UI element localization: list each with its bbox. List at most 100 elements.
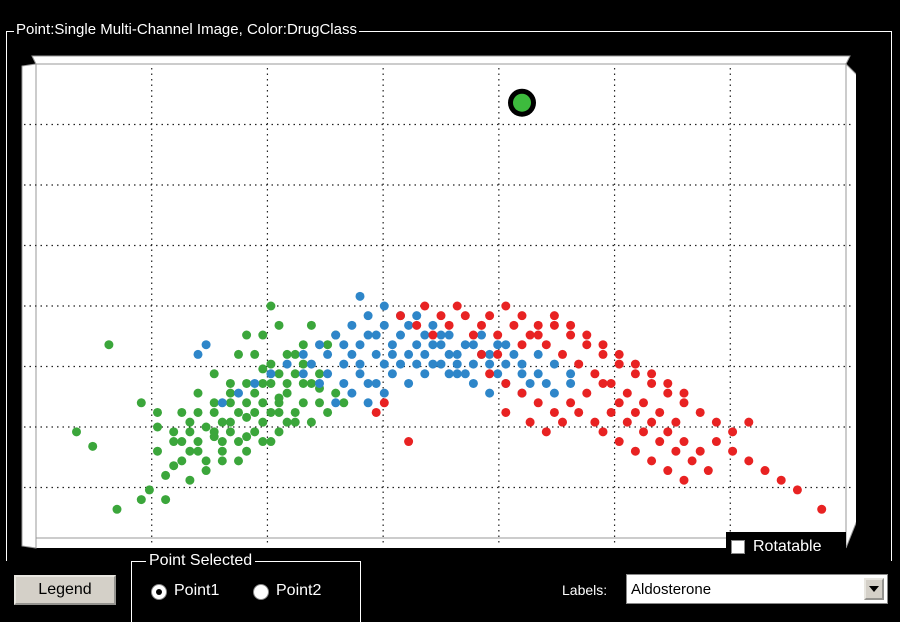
scatter-point-red bbox=[760, 466, 770, 476]
scatter-point-red bbox=[590, 417, 600, 427]
scatter-point-blue bbox=[363, 398, 373, 408]
scatter-point-blue bbox=[355, 359, 365, 369]
scatter-point-green bbox=[112, 504, 122, 514]
scatter-point-blue bbox=[404, 349, 414, 359]
scatter-point-blue bbox=[306, 359, 316, 369]
scatter-point-green bbox=[209, 369, 219, 379]
scatter-point-blue bbox=[339, 378, 349, 388]
scatter-point-green bbox=[209, 427, 219, 437]
scatter-point-red bbox=[614, 349, 624, 359]
scatter-point-green bbox=[225, 427, 235, 437]
scatter-point-red bbox=[598, 378, 608, 388]
scatter-point-blue bbox=[436, 330, 446, 340]
scatter-point-green bbox=[169, 437, 179, 447]
scatter-point-red bbox=[614, 437, 624, 447]
selected-point bbox=[513, 93, 531, 112]
scatter-point-green bbox=[242, 378, 252, 388]
scatter-point-green bbox=[185, 427, 195, 437]
rotatable-checkbox[interactable] bbox=[731, 540, 745, 554]
scatter-point-green bbox=[266, 359, 276, 369]
plot-right-face bbox=[845, 62, 856, 549]
scatter-point-blue bbox=[444, 349, 454, 359]
scatter-point-blue bbox=[468, 378, 478, 388]
scatter-point-red bbox=[541, 427, 551, 437]
scatter-point-blue bbox=[234, 388, 243, 398]
scatter-point-green bbox=[290, 369, 300, 379]
scatter-point-green bbox=[274, 407, 284, 417]
scatter-point-green bbox=[306, 378, 316, 388]
scatter-point-green bbox=[104, 340, 114, 350]
scatter-point-red bbox=[655, 437, 665, 447]
scatter-point-blue bbox=[566, 369, 576, 379]
scatter-point-red bbox=[630, 359, 640, 369]
point2-label[interactable]: Point2 bbox=[276, 582, 322, 599]
scatter-point-red bbox=[468, 330, 478, 340]
scatter-point-blue bbox=[549, 388, 559, 398]
scatter-point-green bbox=[258, 417, 268, 427]
scatter-point-green bbox=[234, 456, 243, 466]
scatter-point-green bbox=[298, 378, 308, 388]
scatter-point-red bbox=[396, 311, 405, 321]
scatter-point-red bbox=[404, 437, 414, 447]
scatter-point-red bbox=[485, 311, 495, 321]
scatter-point-blue bbox=[363, 311, 373, 321]
scatter-point-red bbox=[630, 407, 640, 417]
scatter-point-red bbox=[614, 359, 624, 369]
scatter-point-red bbox=[420, 301, 430, 311]
scatter-point-green bbox=[298, 359, 308, 369]
scatter-point-blue bbox=[298, 349, 308, 359]
scatter-point-red bbox=[428, 330, 438, 340]
scatter-point-blue bbox=[371, 349, 381, 359]
scatter-point-red bbox=[776, 475, 786, 485]
scatter-point-red bbox=[493, 349, 503, 359]
scatter-point-blue bbox=[412, 311, 422, 321]
scatter-point-blue bbox=[460, 340, 470, 350]
scatter-point-red bbox=[728, 427, 738, 437]
scatter-point-blue bbox=[355, 291, 365, 301]
legend-button[interactable]: Legend bbox=[14, 575, 116, 605]
scatter-point-blue bbox=[460, 369, 470, 379]
scatter-point-blue bbox=[420, 330, 430, 340]
scatter-point-red bbox=[679, 437, 689, 447]
scatter-point-red bbox=[549, 320, 559, 330]
scatter-point-blue bbox=[485, 388, 495, 398]
scatter-point-red bbox=[501, 301, 511, 311]
scatter-point-green bbox=[136, 398, 146, 408]
scatter-point-red bbox=[452, 301, 462, 311]
scatter-point-blue bbox=[452, 359, 462, 369]
scatter-point-green bbox=[323, 407, 333, 417]
scatter-point-blue bbox=[387, 369, 397, 379]
scatter-point-blue bbox=[533, 349, 543, 359]
panel-title: Point:Single Multi-Channel Image, Color:… bbox=[14, 20, 359, 40]
scatter-point-blue bbox=[193, 349, 203, 359]
point1-radio[interactable] bbox=[151, 584, 167, 600]
scatter-point-green bbox=[298, 398, 308, 408]
scatter-point-red bbox=[663, 427, 673, 437]
scatter-plot-3d[interactable] bbox=[16, 44, 856, 564]
scatter-point-green bbox=[185, 417, 195, 427]
scatter-point-green bbox=[225, 417, 235, 427]
labels-select[interactable]: Aldosterone bbox=[626, 574, 888, 604]
scatter-point-blue bbox=[412, 340, 422, 350]
scatter-point-blue bbox=[436, 340, 446, 350]
scatter-point-red bbox=[679, 475, 689, 485]
scatter-point-green bbox=[217, 417, 227, 427]
scatter-point-green bbox=[209, 398, 219, 408]
scatter-point-red bbox=[792, 485, 802, 495]
point-selected-title: Point Selected bbox=[146, 551, 256, 571]
dropdown-arrow-icon[interactable] bbox=[864, 578, 884, 600]
scatter-point-green bbox=[258, 364, 268, 374]
scatter-point-blue bbox=[525, 378, 535, 388]
scatter-point-blue bbox=[485, 359, 495, 369]
scatter-point-blue bbox=[428, 359, 438, 369]
scatter-point-red bbox=[679, 388, 689, 398]
scatter-point-red bbox=[525, 417, 535, 427]
scatter-point-red bbox=[477, 349, 486, 359]
point1-label[interactable]: Point1 bbox=[174, 582, 220, 599]
scatter-point-green bbox=[250, 388, 260, 398]
scatter-point-blue bbox=[501, 340, 511, 350]
point2-radio[interactable] bbox=[253, 584, 269, 600]
scatter-point-blue bbox=[428, 320, 438, 330]
scatter-point-green bbox=[274, 393, 284, 403]
scatter-point-green bbox=[169, 427, 179, 437]
